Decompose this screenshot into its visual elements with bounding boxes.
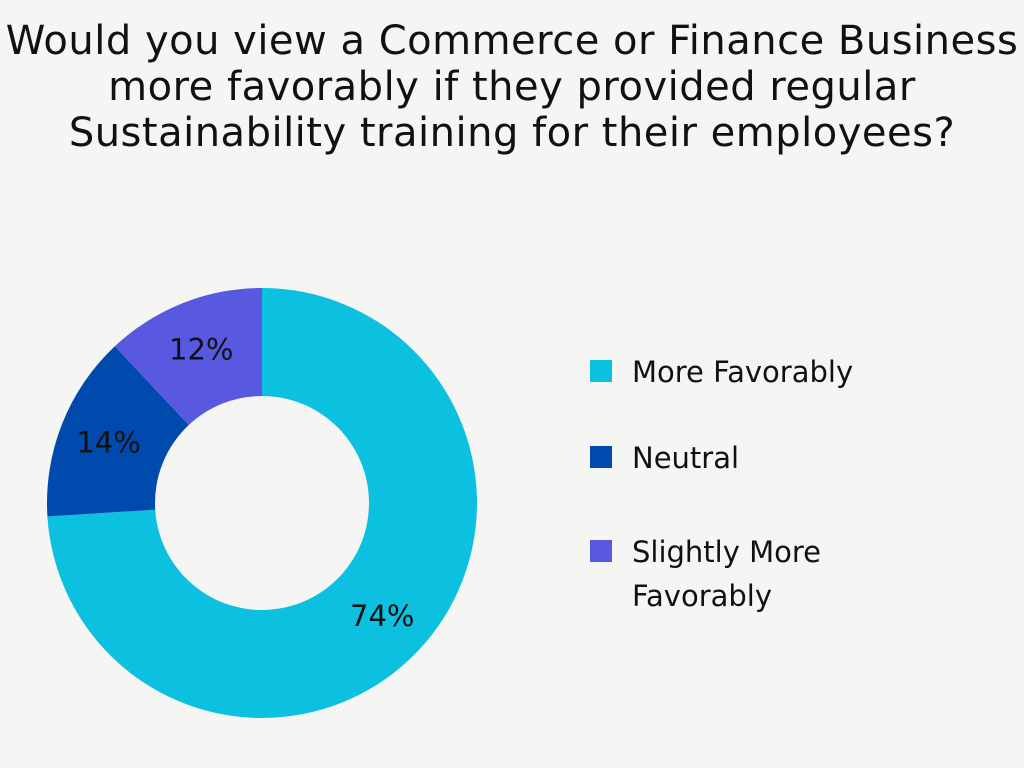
legend-label: More Favorably xyxy=(632,355,854,389)
data-label: 14% xyxy=(76,425,140,459)
donut-slice-more-favorably xyxy=(47,288,477,718)
legend-item-slightly-more-favorably: Slightly More Favorably xyxy=(590,530,850,618)
legend-label: Slightly More Favorably xyxy=(632,535,822,613)
legend-swatch xyxy=(590,360,612,382)
legend-swatch xyxy=(590,540,612,562)
data-label: 12% xyxy=(169,333,233,367)
donut-slice-slightly-more-favorably xyxy=(114,288,262,426)
legend-label: Neutral xyxy=(632,441,740,475)
donut-slice-neutral xyxy=(46,346,189,517)
legend-item-more-favorably: More Favorably xyxy=(590,350,910,394)
data-label: 74% xyxy=(350,599,414,633)
chart-title: Would you view a Commerce or Finance Bus… xyxy=(5,18,1019,156)
legend-item-neutral: Neutral xyxy=(590,436,910,480)
legend-swatch xyxy=(590,446,612,468)
